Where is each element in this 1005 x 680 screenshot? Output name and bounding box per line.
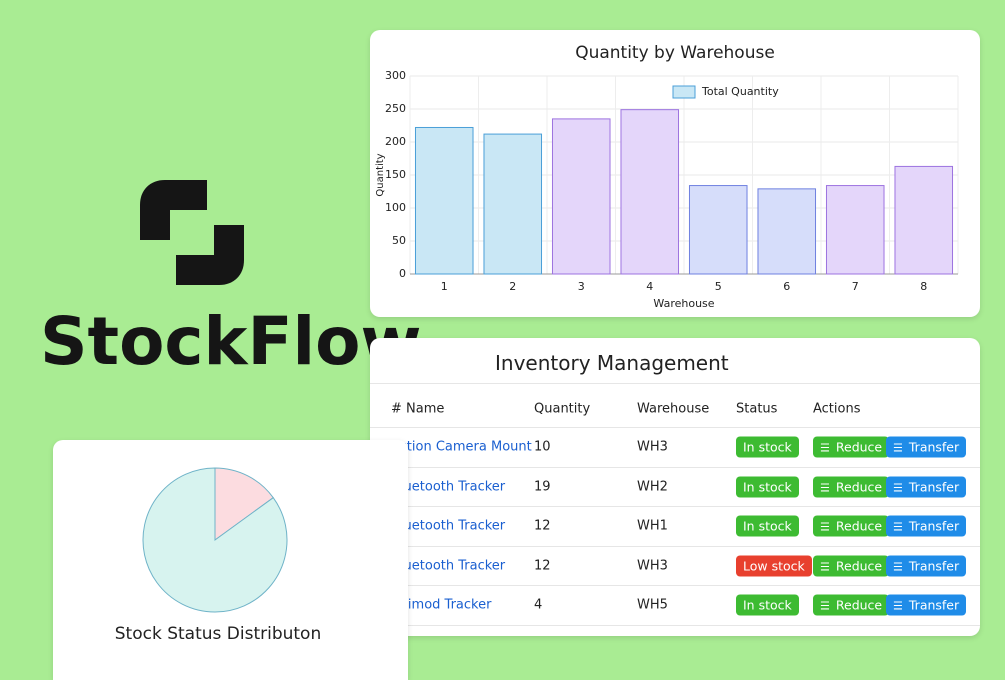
legend-label: Total Quantity [701, 85, 779, 98]
item-link[interactable]: Bluetooth Tracker [391, 558, 506, 573]
quantity: 4 [534, 597, 543, 613]
column-header: Quantity [534, 401, 591, 417]
legend-swatch [672, 85, 696, 99]
column-header: Warehouse [637, 401, 710, 417]
warehouse: WH3 [637, 439, 668, 455]
separator [370, 506, 980, 507]
reduce-button[interactable]: Reduce [813, 436, 890, 458]
transfer-button[interactable]: Transfer [886, 594, 967, 616]
status-badge: Low stock [736, 555, 812, 576]
item-link[interactable]: Jetimod Tracker [391, 597, 492, 613]
y-tick-label: 300 [385, 69, 406, 82]
quantity: 12 [534, 558, 551, 573]
separator [370, 466, 980, 468]
warehouse: WH5 [637, 597, 668, 613]
status-badge: In stock [736, 436, 799, 458]
warehouse: WH3 [637, 558, 668, 573]
bar [620, 109, 680, 275]
y-tick-label: 200 [385, 135, 406, 148]
x-tick-label: 6 [783, 280, 790, 293]
item-link[interactable]: Bluetooth Tracker [391, 518, 506, 534]
bar [894, 165, 954, 275]
y-tick-label: 250 [385, 102, 406, 115]
logo-part [140, 180, 207, 240]
pie-slice [142, 467, 288, 613]
y-tick-label: 150 [385, 168, 406, 181]
reduce-button[interactable]: Reduce [813, 594, 890, 616]
y-axis-label: Quantity [375, 153, 386, 196]
separator [370, 545, 980, 547]
transfer-button[interactable]: Transfer [886, 436, 967, 458]
x-tick-label: 8 [920, 280, 927, 293]
warehouse: WH2 [637, 479, 668, 494]
separator [370, 624, 980, 626]
separator [370, 383, 980, 384]
bar-chart: Quantity by Warehouse 0 50 100 150 200 250 300 Q… [375, 43, 959, 310]
reduce-button[interactable]: Reduce [813, 555, 890, 576]
y-tick-label: 0 [399, 267, 406, 280]
quantity: 12 [534, 518, 551, 534]
bar [825, 185, 885, 275]
transfer-button[interactable]: Transfer [886, 476, 967, 497]
warehouse: WH1 [637, 518, 668, 534]
item-link[interactable]: Bluetooth Tracker [391, 479, 506, 494]
x-tick-label: 3 [578, 280, 585, 293]
y-tick-label: 100 [385, 201, 406, 214]
quantity: 10 [534, 439, 551, 455]
bar [757, 188, 817, 275]
reduce-button[interactable]: Reduce [813, 515, 890, 537]
brand-name: StockFlow [40, 303, 421, 380]
column-header: # Name [391, 401, 445, 417]
column-header: Actions [813, 401, 861, 417]
quantity: 19 [534, 479, 551, 494]
status-badge: In stock [736, 594, 799, 616]
x-axis-label: Warehouse [653, 297, 714, 310]
chart-title: Quantity by Warehouse [575, 43, 775, 63]
separator [370, 427, 980, 428]
status-badge: In stock [736, 515, 799, 537]
x-tick-label: 5 [715, 280, 722, 293]
bar [483, 133, 543, 275]
y-tick-label: 50 [392, 234, 406, 247]
pie-chart: Stock Status Distributon [115, 467, 321, 644]
table-card: Inventory Management # Name Quantity Wareh… [370, 338, 980, 636]
x-tick-label: 1 [441, 280, 448, 293]
transfer-button[interactable]: Transfer [886, 515, 967, 537]
x-tick-label: 4 [646, 280, 653, 293]
pie-chart-card: Stock Status Distributon [53, 440, 408, 680]
item-link[interactable]: Action Camera Mount [391, 439, 532, 455]
column-header: Status [736, 401, 778, 417]
bar [414, 126, 474, 275]
separator [370, 585, 980, 586]
x-tick-label: 2 [509, 280, 516, 293]
table-title: Inventory Management [495, 351, 729, 375]
chart-title: Stock Status Distributon [115, 624, 321, 644]
pie-slice [214, 467, 274, 541]
bar [688, 185, 748, 275]
x-tick-label: 7 [852, 280, 859, 293]
reduce-button[interactable]: Reduce [813, 476, 890, 497]
logo-part [176, 225, 244, 285]
bar-chart-card: Quantity by Warehouse 0 50 100 150 200 250 300 Q… [370, 30, 980, 317]
bar [551, 118, 611, 275]
transfer-button[interactable]: Transfer [886, 555, 967, 576]
status-badge: In stock [736, 476, 799, 497]
